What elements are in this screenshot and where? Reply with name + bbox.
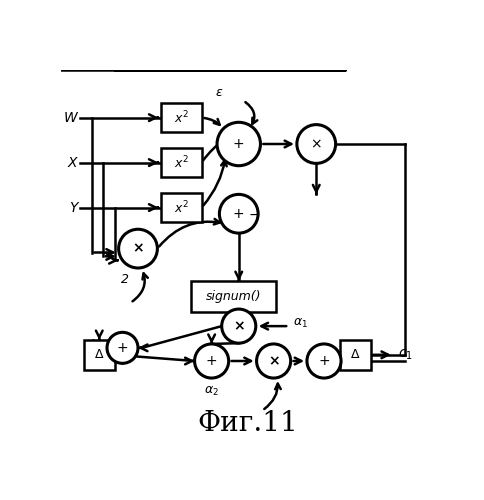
Text: ×: × <box>268 354 279 368</box>
Bar <box>161 148 201 178</box>
Text: +: + <box>318 354 330 368</box>
Text: $c_1$: $c_1$ <box>398 348 413 362</box>
Bar <box>191 281 276 312</box>
Text: Фиг.11: Фиг.11 <box>197 410 299 436</box>
Circle shape <box>222 309 256 343</box>
Text: $x^2$: $x^2$ <box>174 154 189 171</box>
Bar <box>161 103 201 132</box>
Text: signum(): signum() <box>206 290 261 303</box>
Text: $\Delta$: $\Delta$ <box>350 348 360 362</box>
Circle shape <box>195 344 228 378</box>
Circle shape <box>297 124 335 164</box>
Bar <box>84 340 115 370</box>
Text: $\varepsilon$: $\varepsilon$ <box>215 86 224 98</box>
Text: $\alpha_2$: $\alpha_2$ <box>204 384 219 398</box>
Text: −: − <box>249 208 260 222</box>
Circle shape <box>119 229 157 268</box>
Bar <box>339 340 370 370</box>
Text: $x^2$: $x^2$ <box>174 110 189 126</box>
Circle shape <box>217 122 260 166</box>
Text: ×: × <box>233 319 244 333</box>
Text: $x^2$: $x^2$ <box>174 199 189 216</box>
Text: ×: × <box>310 137 322 151</box>
Text: X: X <box>68 156 77 170</box>
Circle shape <box>257 344 291 378</box>
Text: W: W <box>64 110 77 124</box>
Text: ×: × <box>132 242 144 256</box>
Text: +: + <box>233 207 244 221</box>
Text: $\Delta$: $\Delta$ <box>94 348 105 362</box>
Text: $\alpha_1$: $\alpha_1$ <box>293 318 308 330</box>
Circle shape <box>107 332 138 364</box>
Text: 2: 2 <box>121 273 129 286</box>
Text: +: + <box>206 354 217 368</box>
Text: +: + <box>117 341 128 355</box>
Text: +: + <box>233 137 244 151</box>
Circle shape <box>307 344 341 378</box>
Circle shape <box>219 194 258 233</box>
Bar <box>161 193 201 222</box>
Text: Y: Y <box>69 200 77 214</box>
